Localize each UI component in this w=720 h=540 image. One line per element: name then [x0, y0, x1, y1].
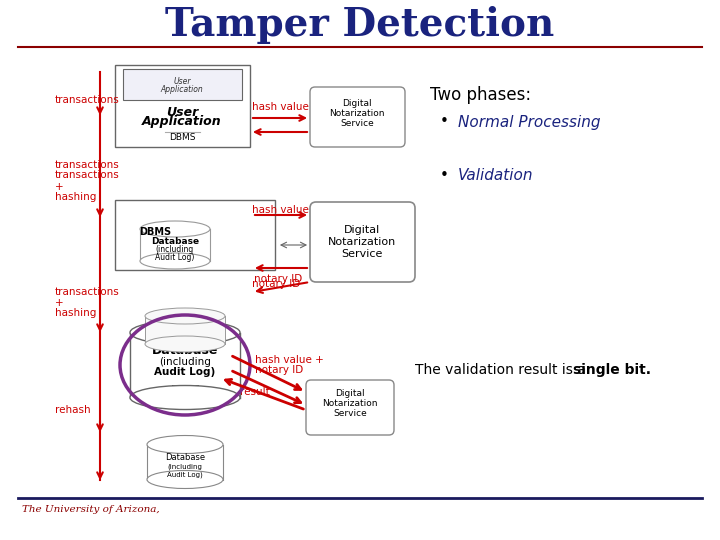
Text: transactions: transactions [55, 287, 120, 297]
Text: result: result [240, 387, 270, 397]
Text: •: • [440, 167, 449, 183]
Text: (including: (including [156, 246, 194, 254]
Text: Audit Log): Audit Log) [156, 253, 194, 261]
Text: hash value: hash value [252, 205, 309, 215]
Text: hash value +: hash value + [255, 355, 324, 365]
Text: (including: (including [168, 464, 202, 470]
Text: DBMS: DBMS [168, 133, 195, 143]
Text: transactions: transactions [55, 95, 120, 105]
Ellipse shape [140, 221, 210, 237]
Ellipse shape [145, 308, 225, 324]
Text: hash value: hash value [252, 102, 309, 112]
Text: single bit.: single bit. [573, 363, 651, 377]
Ellipse shape [140, 253, 210, 269]
Text: Tamper Detection: Tamper Detection [166, 6, 554, 44]
Text: Normal Processing: Normal Processing [458, 114, 600, 130]
Text: Service: Service [341, 249, 383, 259]
Text: hashing: hashing [55, 308, 96, 318]
FancyBboxPatch shape [310, 202, 415, 282]
Text: User: User [166, 105, 198, 118]
Text: notary ID: notary ID [252, 279, 300, 289]
Ellipse shape [130, 386, 240, 409]
Text: transactions: transactions [55, 160, 120, 170]
Text: rehash: rehash [55, 405, 91, 415]
FancyBboxPatch shape [306, 380, 394, 435]
Bar [140, 229, 210, 261]
Bar [115, 65, 250, 147]
Text: Service: Service [333, 408, 367, 417]
Bar [123, 69, 242, 100]
Text: (including: (including [159, 357, 211, 367]
Text: Database: Database [165, 453, 205, 462]
Text: notary ID: notary ID [255, 365, 303, 375]
Ellipse shape [147, 470, 223, 489]
Text: Audit Log): Audit Log) [167, 472, 203, 478]
Bar [147, 444, 223, 480]
Text: Notarization: Notarization [328, 237, 396, 247]
Text: hashing: hashing [55, 192, 96, 202]
FancyBboxPatch shape [310, 87, 405, 147]
Ellipse shape [147, 435, 223, 454]
Text: Database: Database [151, 237, 199, 246]
Text: transactions: transactions [55, 170, 120, 180]
Text: •: • [440, 114, 449, 130]
Text: Validation: Validation [458, 167, 534, 183]
Text: Two phases:: Two phases: [430, 86, 531, 104]
Text: The validation result is a: The validation result is a [415, 363, 590, 377]
Text: Digital: Digital [342, 99, 372, 109]
Text: Application: Application [161, 85, 203, 94]
Bar [145, 316, 225, 344]
Text: DBMS: DBMS [139, 227, 171, 237]
Bar [115, 200, 275, 270]
Text: +: + [55, 182, 63, 192]
Text: Application: Application [142, 116, 222, 129]
Text: notary ID: notary ID [254, 274, 302, 284]
Text: Database: Database [152, 343, 218, 356]
Text: The University of Arizona,: The University of Arizona, [22, 505, 160, 515]
Text: Digital: Digital [336, 388, 365, 397]
Text: User: User [174, 78, 191, 86]
Bar [130, 333, 240, 397]
Text: Notarization: Notarization [329, 110, 384, 118]
Ellipse shape [130, 321, 240, 345]
Ellipse shape [145, 336, 225, 352]
Text: Service: Service [340, 119, 374, 129]
Text: validation: validation [168, 322, 202, 328]
Text: Notarization: Notarization [323, 399, 378, 408]
Text: Digital: Digital [344, 225, 380, 235]
Text: DBMS: DBMS [171, 385, 199, 395]
Text: +: + [55, 298, 63, 308]
Text: Audit Log): Audit Log) [154, 367, 215, 377]
